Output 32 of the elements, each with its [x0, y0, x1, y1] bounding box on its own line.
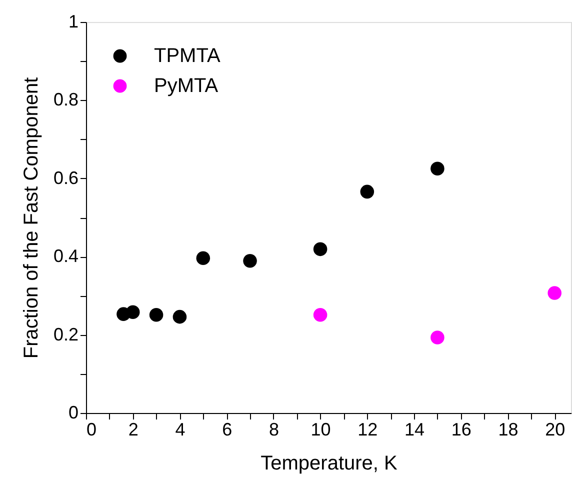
point: [172, 310, 187, 324]
x-tick-label: 0: [86, 420, 97, 440]
x-tick-label: 14: [404, 420, 425, 440]
x-tick-label: 6: [222, 420, 232, 440]
legend-label: PyMTA: [154, 75, 219, 97]
x-tick-label: 18: [498, 420, 518, 440]
legend-label: TPMTA: [154, 45, 221, 67]
y-tick-label: 0.6: [53, 168, 78, 188]
x-tick-label: 12: [358, 420, 378, 440]
y-tick-label: 0.8: [53, 90, 78, 110]
x-axis-title: Temperature, K: [260, 452, 398, 474]
y-tick-label: 1: [68, 12, 78, 32]
point: [243, 254, 257, 268]
y-tick-label: 0: [68, 402, 78, 422]
x-tick-label: 8: [268, 420, 279, 440]
point: [149, 308, 164, 322]
x-tick-label: 4: [175, 420, 186, 440]
point: [196, 251, 210, 266]
y-axis-title: Fraction of the Fast Component: [20, 76, 42, 359]
point: [430, 330, 444, 344]
point: [548, 286, 562, 300]
point: [126, 305, 140, 319]
point: [313, 308, 328, 322]
y-tick-label: 0.4: [53, 246, 78, 266]
point: [313, 242, 328, 256]
x-tick-label: 20: [545, 420, 566, 440]
point: [360, 184, 374, 199]
x-tick-label: 10: [310, 420, 331, 440]
x-tick-label: 16: [451, 420, 472, 440]
point: [430, 162, 444, 176]
y-tick-label: 0.2: [53, 324, 78, 344]
x-tick-label: 2: [128, 420, 138, 440]
